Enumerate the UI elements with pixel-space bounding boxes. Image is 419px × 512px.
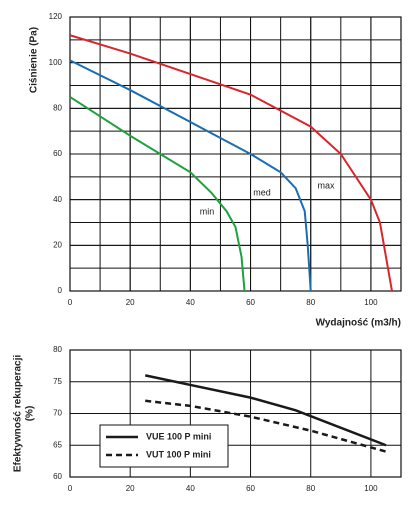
y-axis-label: Ciśnienie (Pa): [29, 27, 40, 93]
y-tick-label: 80: [53, 103, 62, 112]
x-tick-label: 60: [246, 484, 255, 493]
x-tick-label: 80: [306, 484, 315, 493]
plot-frame: [69, 349, 402, 478]
curve-label: med: [253, 187, 271, 197]
y-tick-label: 100: [49, 58, 63, 67]
x-tick-label: 60: [246, 298, 255, 307]
x-axis-label: Wydajność (m3/h): [316, 318, 401, 329]
x-tick-label: 40: [186, 298, 195, 307]
legend-box: [99, 424, 229, 468]
legend-label: VUT 100 P mini: [146, 449, 211, 459]
y-tick-label: 65: [53, 440, 62, 449]
y-tick-label: 0: [58, 286, 63, 295]
x-tick-label: 0: [68, 298, 73, 307]
y-tick-label: 80: [53, 345, 62, 354]
curve-label: min: [200, 206, 215, 216]
y-tick-label: 60: [53, 149, 62, 158]
data-line: [69, 34, 393, 292]
y-tick-label: 75: [53, 377, 62, 386]
data-line: [69, 59, 312, 292]
y-tick-label: 70: [53, 409, 62, 418]
x-tick-label: 100: [364, 484, 378, 493]
data-line: [145, 399, 387, 453]
x-tick-label: 20: [126, 484, 135, 493]
x-tick-label: 40: [186, 484, 195, 493]
y-axis-label: Efektywność rekuperacji: [13, 355, 24, 472]
plot-frame: [69, 16, 402, 292]
x-tick-label: 80: [306, 298, 315, 307]
data-line: [69, 96, 246, 292]
legend-label: VUE 100 P mini: [146, 431, 211, 441]
y-tick-label: 40: [53, 195, 62, 204]
y-tick-label: 120: [49, 12, 63, 21]
data-line: [144, 374, 387, 447]
y-axis-label: (%): [25, 406, 36, 422]
x-tick-label: 20: [126, 298, 135, 307]
x-tick-label: 100: [364, 298, 378, 307]
curve-label: max: [317, 180, 335, 190]
x-tick-label: 0: [68, 484, 73, 493]
y-tick-label: 60: [53, 472, 62, 481]
y-tick-label: 20: [53, 240, 62, 249]
